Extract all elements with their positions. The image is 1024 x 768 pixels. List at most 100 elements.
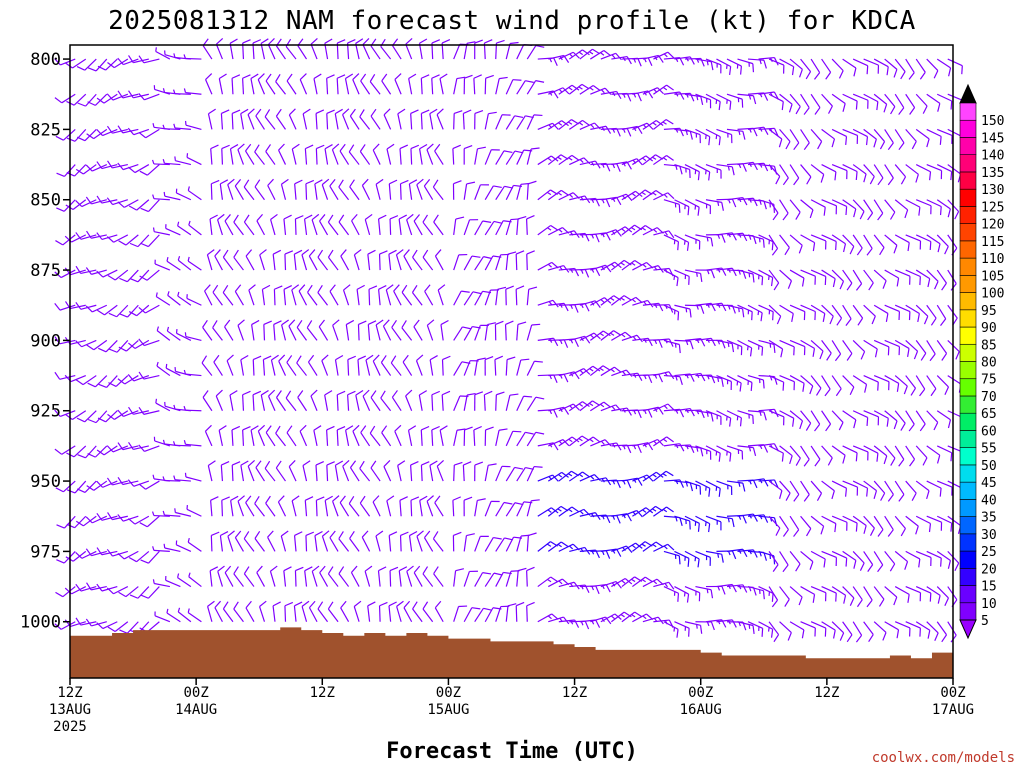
wind-barb [139, 269, 160, 281]
wind-barb [852, 339, 866, 360]
wind-barb [177, 607, 192, 623]
wind-barb [453, 428, 466, 447]
wind-barb [810, 93, 821, 115]
wind-barb [334, 108, 343, 130]
wind-barb [821, 58, 832, 80]
wind-barb [338, 531, 350, 552]
wind-barb [440, 319, 449, 341]
terrain-fill [70, 627, 953, 678]
wind-barb [831, 234, 847, 253]
wind-barb [810, 234, 827, 250]
wind-barb [547, 120, 569, 130]
wind-barb [96, 232, 118, 241]
wind-barb [611, 161, 632, 170]
wind-barb [495, 428, 508, 447]
wind-barb [852, 480, 869, 497]
wind-barb [663, 234, 680, 251]
colorbar-top-arrow [959, 83, 977, 104]
wind-barb [716, 163, 735, 176]
wind-barb [915, 445, 928, 466]
wind-barb [437, 284, 446, 306]
wind-barb [117, 125, 139, 134]
wind-barb [75, 164, 97, 175]
colorbar-label: 20 [981, 562, 997, 577]
y-tick-label: 800 [30, 50, 61, 70]
wind-barb [140, 586, 160, 599]
wind-barb [153, 436, 171, 447]
wind-barb [420, 461, 430, 482]
wind-barb [674, 234, 690, 251]
wind-barb [526, 323, 541, 341]
y-tick-label: 900 [30, 331, 61, 351]
wind-barb [422, 214, 434, 236]
wind-barb [600, 229, 622, 237]
wind-barb [842, 621, 853, 643]
wind-barb [231, 74, 241, 95]
wind-barb [388, 531, 398, 552]
wind-barb [256, 565, 265, 587]
wind-barb [684, 93, 704, 105]
wind-barb [674, 269, 690, 285]
wind-barb [129, 586, 150, 599]
wind-barb [684, 515, 700, 532]
wind-barb [947, 164, 962, 183]
wind-barb [205, 73, 213, 95]
wind-barb [254, 531, 265, 552]
wind-barb [831, 480, 848, 497]
wind-barb [332, 319, 340, 341]
wind-barb [117, 409, 139, 417]
wind-barb [653, 84, 674, 95]
wind-barb [653, 436, 674, 447]
wind-barb [663, 621, 679, 638]
x-tick-label: 2025 [53, 719, 87, 735]
wind-barb [632, 261, 654, 271]
wind-barb [758, 269, 774, 287]
wind-barb [367, 601, 376, 622]
colorbar-segment [959, 240, 977, 259]
wind-barb [852, 269, 863, 291]
wind-barb [286, 425, 297, 447]
wind-barb [420, 74, 430, 95]
wind-barb [495, 286, 507, 306]
wind-barb [96, 621, 118, 630]
wind-barb [863, 269, 874, 291]
wind-barb [695, 58, 714, 71]
colorbar-label: 115 [981, 235, 1004, 250]
wind-barb [526, 147, 540, 165]
wind-barb [653, 230, 675, 239]
wind-barb [391, 390, 402, 412]
colorbar-segment [959, 257, 977, 276]
wind-barb [386, 495, 395, 517]
wind-barb [96, 512, 118, 521]
wind-barb [894, 550, 909, 570]
wind-barb [394, 424, 402, 447]
wind-barb [423, 530, 434, 552]
wind-barb [434, 600, 444, 623]
wind-barb [494, 355, 504, 376]
wind-barb [75, 583, 97, 592]
wind-barb [884, 445, 896, 466]
wind-barb [768, 551, 779, 572]
wind-barb [842, 410, 857, 429]
wind-barb [495, 501, 513, 517]
wind-barb [789, 58, 803, 78]
wind-barb [915, 515, 932, 533]
wind-barb [484, 355, 494, 376]
wind-barb [326, 461, 335, 482]
wind-barb [129, 234, 150, 248]
wind-barb [516, 567, 527, 587]
colorbar-label: 55 [981, 442, 997, 457]
wind-barb [884, 58, 898, 78]
wind-barb [419, 144, 428, 165]
wind-barb [936, 340, 948, 361]
wind-barb [237, 319, 245, 341]
wind-barb [758, 621, 774, 638]
wind-barb [789, 129, 800, 151]
wind-barb [380, 355, 392, 376]
wind-barb [432, 179, 444, 201]
credit-link[interactable]: coolwx.com/models [872, 750, 1015, 766]
wind-barb [495, 465, 511, 482]
wind-barb [726, 128, 746, 140]
wind-barb [810, 480, 823, 501]
y-axis: 800 825 850 875 900 925 950 975 1000 [20, 50, 70, 633]
